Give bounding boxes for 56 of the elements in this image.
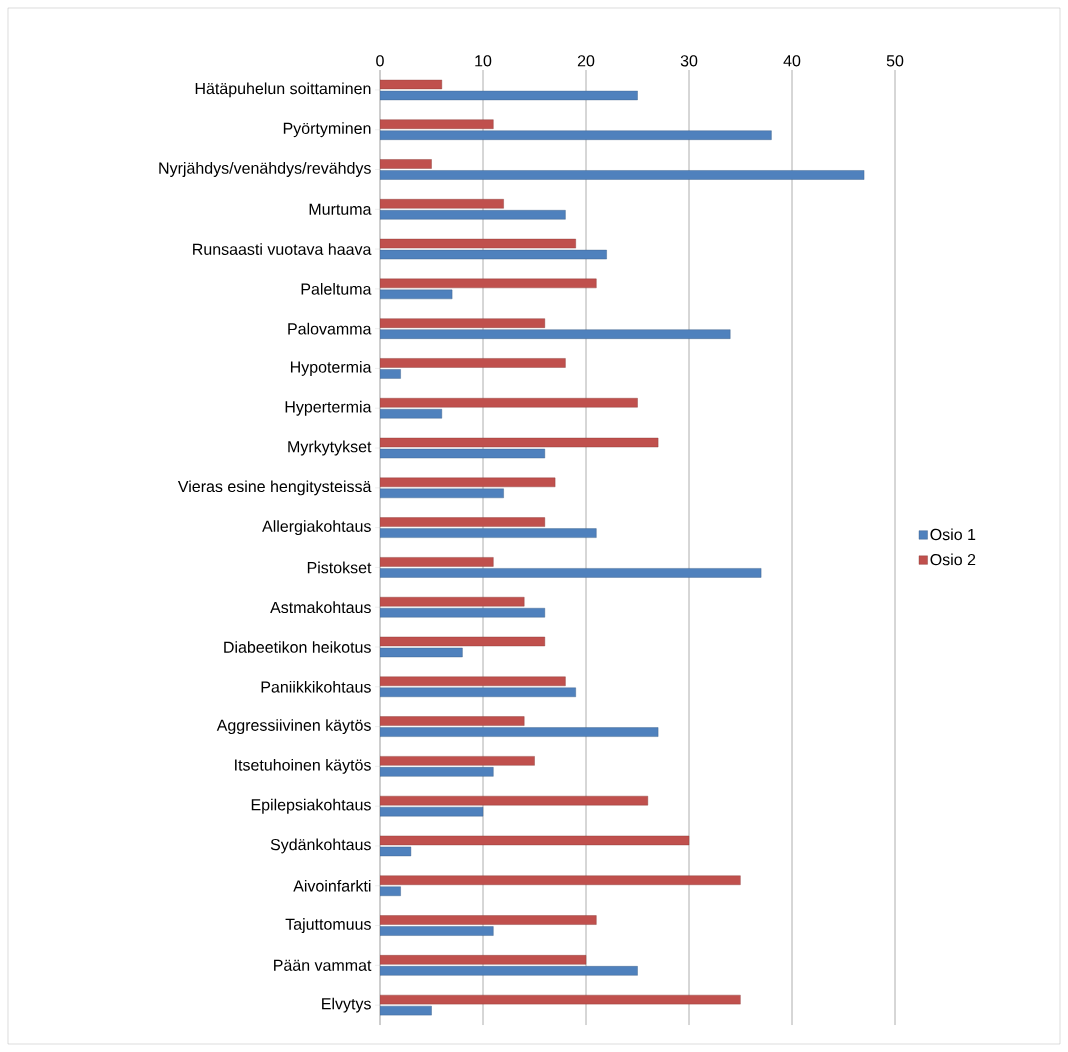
bar bbox=[380, 915, 597, 925]
bar bbox=[380, 437, 659, 448]
bar bbox=[380, 875, 741, 885]
bar bbox=[380, 835, 690, 846]
y-tick-label: Tajuttomuus bbox=[285, 918, 371, 934]
bar bbox=[380, 318, 545, 328]
bar bbox=[380, 358, 566, 368]
y-tick-label: Vieras esine hengitysteissä bbox=[177, 480, 372, 496]
bar bbox=[380, 716, 525, 726]
x-tick-label: 30 bbox=[680, 55, 698, 67]
bar bbox=[380, 955, 587, 965]
legend-label: Osio 2 bbox=[930, 553, 976, 566]
bar bbox=[380, 557, 494, 567]
y-tick-label: Pyörtyminen bbox=[283, 122, 371, 138]
bar bbox=[380, 517, 545, 527]
y-tick-label: Hypotermia bbox=[290, 361, 372, 376]
bar bbox=[380, 756, 535, 766]
y-tick-label: Allergiakohtaus bbox=[262, 520, 371, 536]
y-tick-label: Hätäpuhelun soittaminen bbox=[195, 82, 371, 98]
bar bbox=[380, 795, 648, 806]
y-tick-label: Runsaasti vuotava haava bbox=[193, 243, 372, 255]
y-tick-label: Diabeetikon heikotus bbox=[224, 641, 371, 653]
y-tick-label: Murtuma bbox=[309, 203, 372, 215]
y-tick-label: Nyrjähdys/venähdys/revähdys bbox=[159, 162, 371, 177]
y-tick-label: Hypertermia bbox=[285, 400, 372, 416]
x-tick-label: 20 bbox=[577, 55, 595, 67]
y-tick-label: Astmakohtaus bbox=[270, 601, 371, 614]
bar bbox=[380, 278, 597, 289]
y-tick-label: Pistokset bbox=[307, 561, 372, 574]
bar bbox=[380, 398, 638, 408]
x-tick-label: 40 bbox=[783, 55, 801, 67]
y-tick-label: Sydänkohtaus bbox=[270, 838, 371, 854]
x-tick-label: 50 bbox=[886, 55, 904, 67]
y-tick-label: Elvytys bbox=[322, 997, 371, 1013]
bar bbox=[380, 676, 566, 686]
y-tick-label: Aggressiivinen käytös bbox=[216, 719, 371, 735]
bar bbox=[380, 994, 741, 1005]
bar bbox=[380, 477, 556, 488]
bar bbox=[380, 159, 432, 169]
y-tick-label: Myrkytykset bbox=[288, 440, 372, 456]
y-tick-label: Palovamma bbox=[288, 322, 372, 335]
x-tick-label: 10 bbox=[475, 55, 492, 67]
y-tick-label: Aivoinfarkti bbox=[293, 879, 371, 892]
y-tick-label: Epilepsiakohtaus bbox=[251, 798, 371, 814]
y-tick-label: Pään vammat bbox=[274, 959, 372, 971]
legend-label: Osio 1 bbox=[930, 528, 976, 541]
bar bbox=[380, 119, 494, 129]
bar bbox=[380, 636, 545, 647]
bar bbox=[380, 238, 576, 249]
x-tick-label: 0 bbox=[376, 55, 384, 67]
y-tick-label: Paleltuma bbox=[301, 283, 372, 295]
y-tick-label: Paniikkikohtaus bbox=[261, 680, 371, 693]
bar bbox=[380, 597, 525, 607]
bar bbox=[380, 79, 442, 90]
bar bbox=[380, 199, 504, 209]
y-tick-label: Itsetuhoinen käytös bbox=[235, 758, 371, 774]
